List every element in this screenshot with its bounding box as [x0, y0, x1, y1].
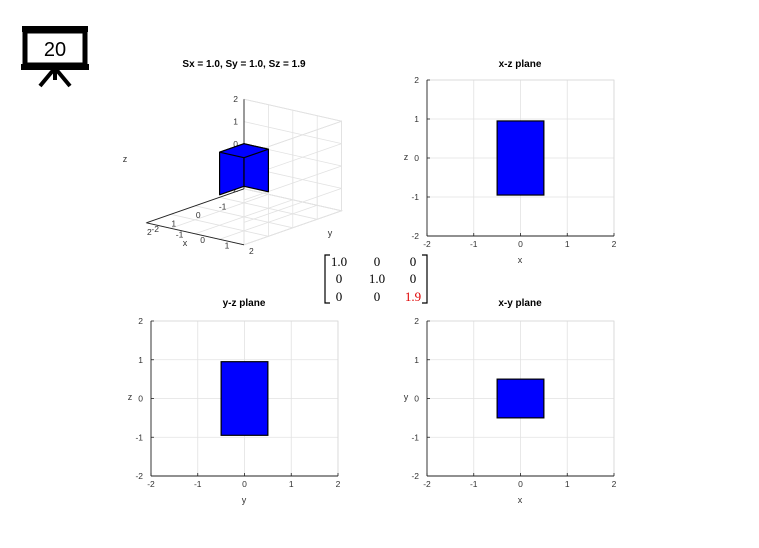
- plot-3d-ztick-2: 0: [233, 139, 238, 149]
- plot-xy-shape-rect: [496, 378, 545, 419]
- plot-xy-xtick-3: 1: [565, 479, 570, 489]
- slide-number: 20: [44, 39, 66, 61]
- matrix-cell-1-0: 0: [336, 271, 343, 286]
- plot-xy-ylabel: y: [404, 392, 409, 402]
- matrix-cell-1-1: 1.0: [369, 271, 385, 286]
- matrix-cell-2-1: 0: [374, 289, 381, 304]
- plot-3d-grid: [144, 98, 344, 246]
- plot-3d-box: [219, 143, 269, 196]
- plot-xz-plane: x-z plane -2 -1 0 1 2 -2 -1 0 1 2 x z: [404, 59, 617, 265]
- plot-3d-ztick-3: 1: [233, 117, 238, 127]
- matrix-cell-2-2: 1.9: [405, 289, 421, 304]
- plot-yz-plane: y-z plane -2 -1 0 1 2 -2 -1 0 1 2 y z: [128, 298, 341, 505]
- plot-3d-xtick-0: -1: [219, 201, 227, 211]
- plot-yz-ytick-2: 0: [138, 394, 143, 404]
- plot-xy-title: x-y plane: [498, 298, 542, 309]
- plot-3d-xtick-2: 1: [171, 218, 176, 228]
- plot-3d-ytick-0: -2: [151, 224, 159, 234]
- plot-xz-ytick-0: -2: [411, 231, 419, 241]
- plot-yz-xtick-2: 0: [242, 479, 247, 489]
- plot-xy-ytick-3: 1: [414, 355, 419, 365]
- plot-yz-ytick-4: 2: [138, 316, 143, 326]
- matrix-right-bracket: [422, 254, 428, 304]
- plot-3d-ylabel: y: [328, 228, 333, 238]
- plot-3d-zlabel: z: [123, 154, 128, 164]
- presentation-board-icon: 20: [21, 26, 89, 88]
- plot-xz-ytick-1: -1: [411, 192, 419, 202]
- plot-3d-wally-zgrid-2: [243, 165, 342, 201]
- plot-xz-xtick-3: 1: [565, 239, 570, 249]
- plot-yz-xtick-0: -2: [147, 479, 155, 489]
- plot-3d-ytick-3: 1: [225, 240, 230, 250]
- plot-xz-ylabel: z: [404, 152, 409, 162]
- plot-yz-ytick-0: -2: [135, 471, 143, 481]
- plot-xy-xtick-4: 2: [612, 479, 617, 489]
- plot-xy-ytick-1: -1: [411, 432, 419, 442]
- matrix-cell-0-1: 0: [374, 254, 381, 269]
- plot-3d-y-axis: [146, 222, 245, 246]
- plot-yz-ytick-3: 1: [138, 355, 143, 365]
- plot-3d-wallx-zgrid-4: [243, 98, 342, 122]
- plot-xy-plane: x-y plane -2 -1 0 1 2 -2 -1 0 1 2 x y: [404, 298, 617, 505]
- matrix-cell-1-2: 0: [410, 271, 417, 286]
- plot-xy-xtick-1: -1: [470, 479, 478, 489]
- plot-3d-floor-xgrid-3: [170, 213, 269, 237]
- plot-yz-xtick-1: -1: [194, 479, 202, 489]
- plot-xz-xtick-0: -2: [423, 239, 431, 249]
- plot-yz-title: y-z plane: [223, 298, 266, 309]
- plot-xz-ytick-4: 2: [414, 75, 419, 85]
- plot-yz-ylabel: z: [128, 392, 133, 402]
- plot-3d-ytick-1: -1: [176, 229, 184, 239]
- plot-xz-xlabel: x: [518, 255, 523, 265]
- plot-3d-ytick-2: 0: [200, 235, 205, 245]
- matrix-left-bracket: [324, 254, 330, 304]
- plot-xz-xtick-1: -1: [470, 239, 478, 249]
- plot-3d-xtick-3: 2: [147, 227, 152, 237]
- matrix-cell-2-0: 0: [336, 289, 343, 304]
- plot-3d-title: Sx = 1.0, Sy = 1.0, Sz = 1.9: [182, 59, 306, 70]
- plot-3d-xlabel: x: [183, 238, 188, 248]
- plot-xy-ytick-0: -2: [411, 471, 419, 481]
- plot-yz-xlabel: y: [242, 495, 247, 505]
- plot-xy-xlabel: x: [518, 495, 523, 505]
- plot-yz-ytick-1: -1: [135, 432, 143, 442]
- plot-3d-floor-ygrid-4: [243, 210, 342, 246]
- plot-xy-ytick-2: 0: [414, 394, 419, 404]
- plot-3d-wallx-zgrid-3: [243, 121, 342, 144]
- plot-yz-xtick-4: 2: [336, 479, 341, 489]
- plot-xy-ytick-4: 2: [414, 316, 419, 326]
- plot-xz-xtick-4: 2: [612, 239, 617, 249]
- matrix-cell-0-2: 0: [410, 254, 417, 269]
- plot-3d-ytick-4: 2: [249, 246, 254, 256]
- matrix-cell-0-0: 1.0: [331, 254, 347, 269]
- plot-xz-xtick-2: 0: [518, 239, 523, 249]
- plot-3d-xtick-1: 0: [196, 210, 201, 220]
- plot-yz-shape-rect: [220, 361, 269, 436]
- plot-yz-xtick-3: 1: [289, 479, 294, 489]
- plot-xz-shape-rect: [496, 120, 545, 196]
- plot-xy-xtick-0: -2: [423, 479, 431, 489]
- plot-xz-ytick-3: 1: [414, 114, 419, 124]
- scaling-matrix: 1.0 0 0 0 1.0 0 0 0 1.9: [324, 254, 428, 304]
- plot-xz-title: x-z plane: [499, 59, 542, 70]
- plot-xz-ytick-2: 0: [414, 153, 419, 163]
- plot-3d-x-axis: [146, 188, 245, 224]
- plot-3d-box-face-top: [219, 143, 269, 159]
- plot-3d-ztick-4: 2: [233, 94, 238, 104]
- plot-xy-xtick-2: 0: [518, 479, 523, 489]
